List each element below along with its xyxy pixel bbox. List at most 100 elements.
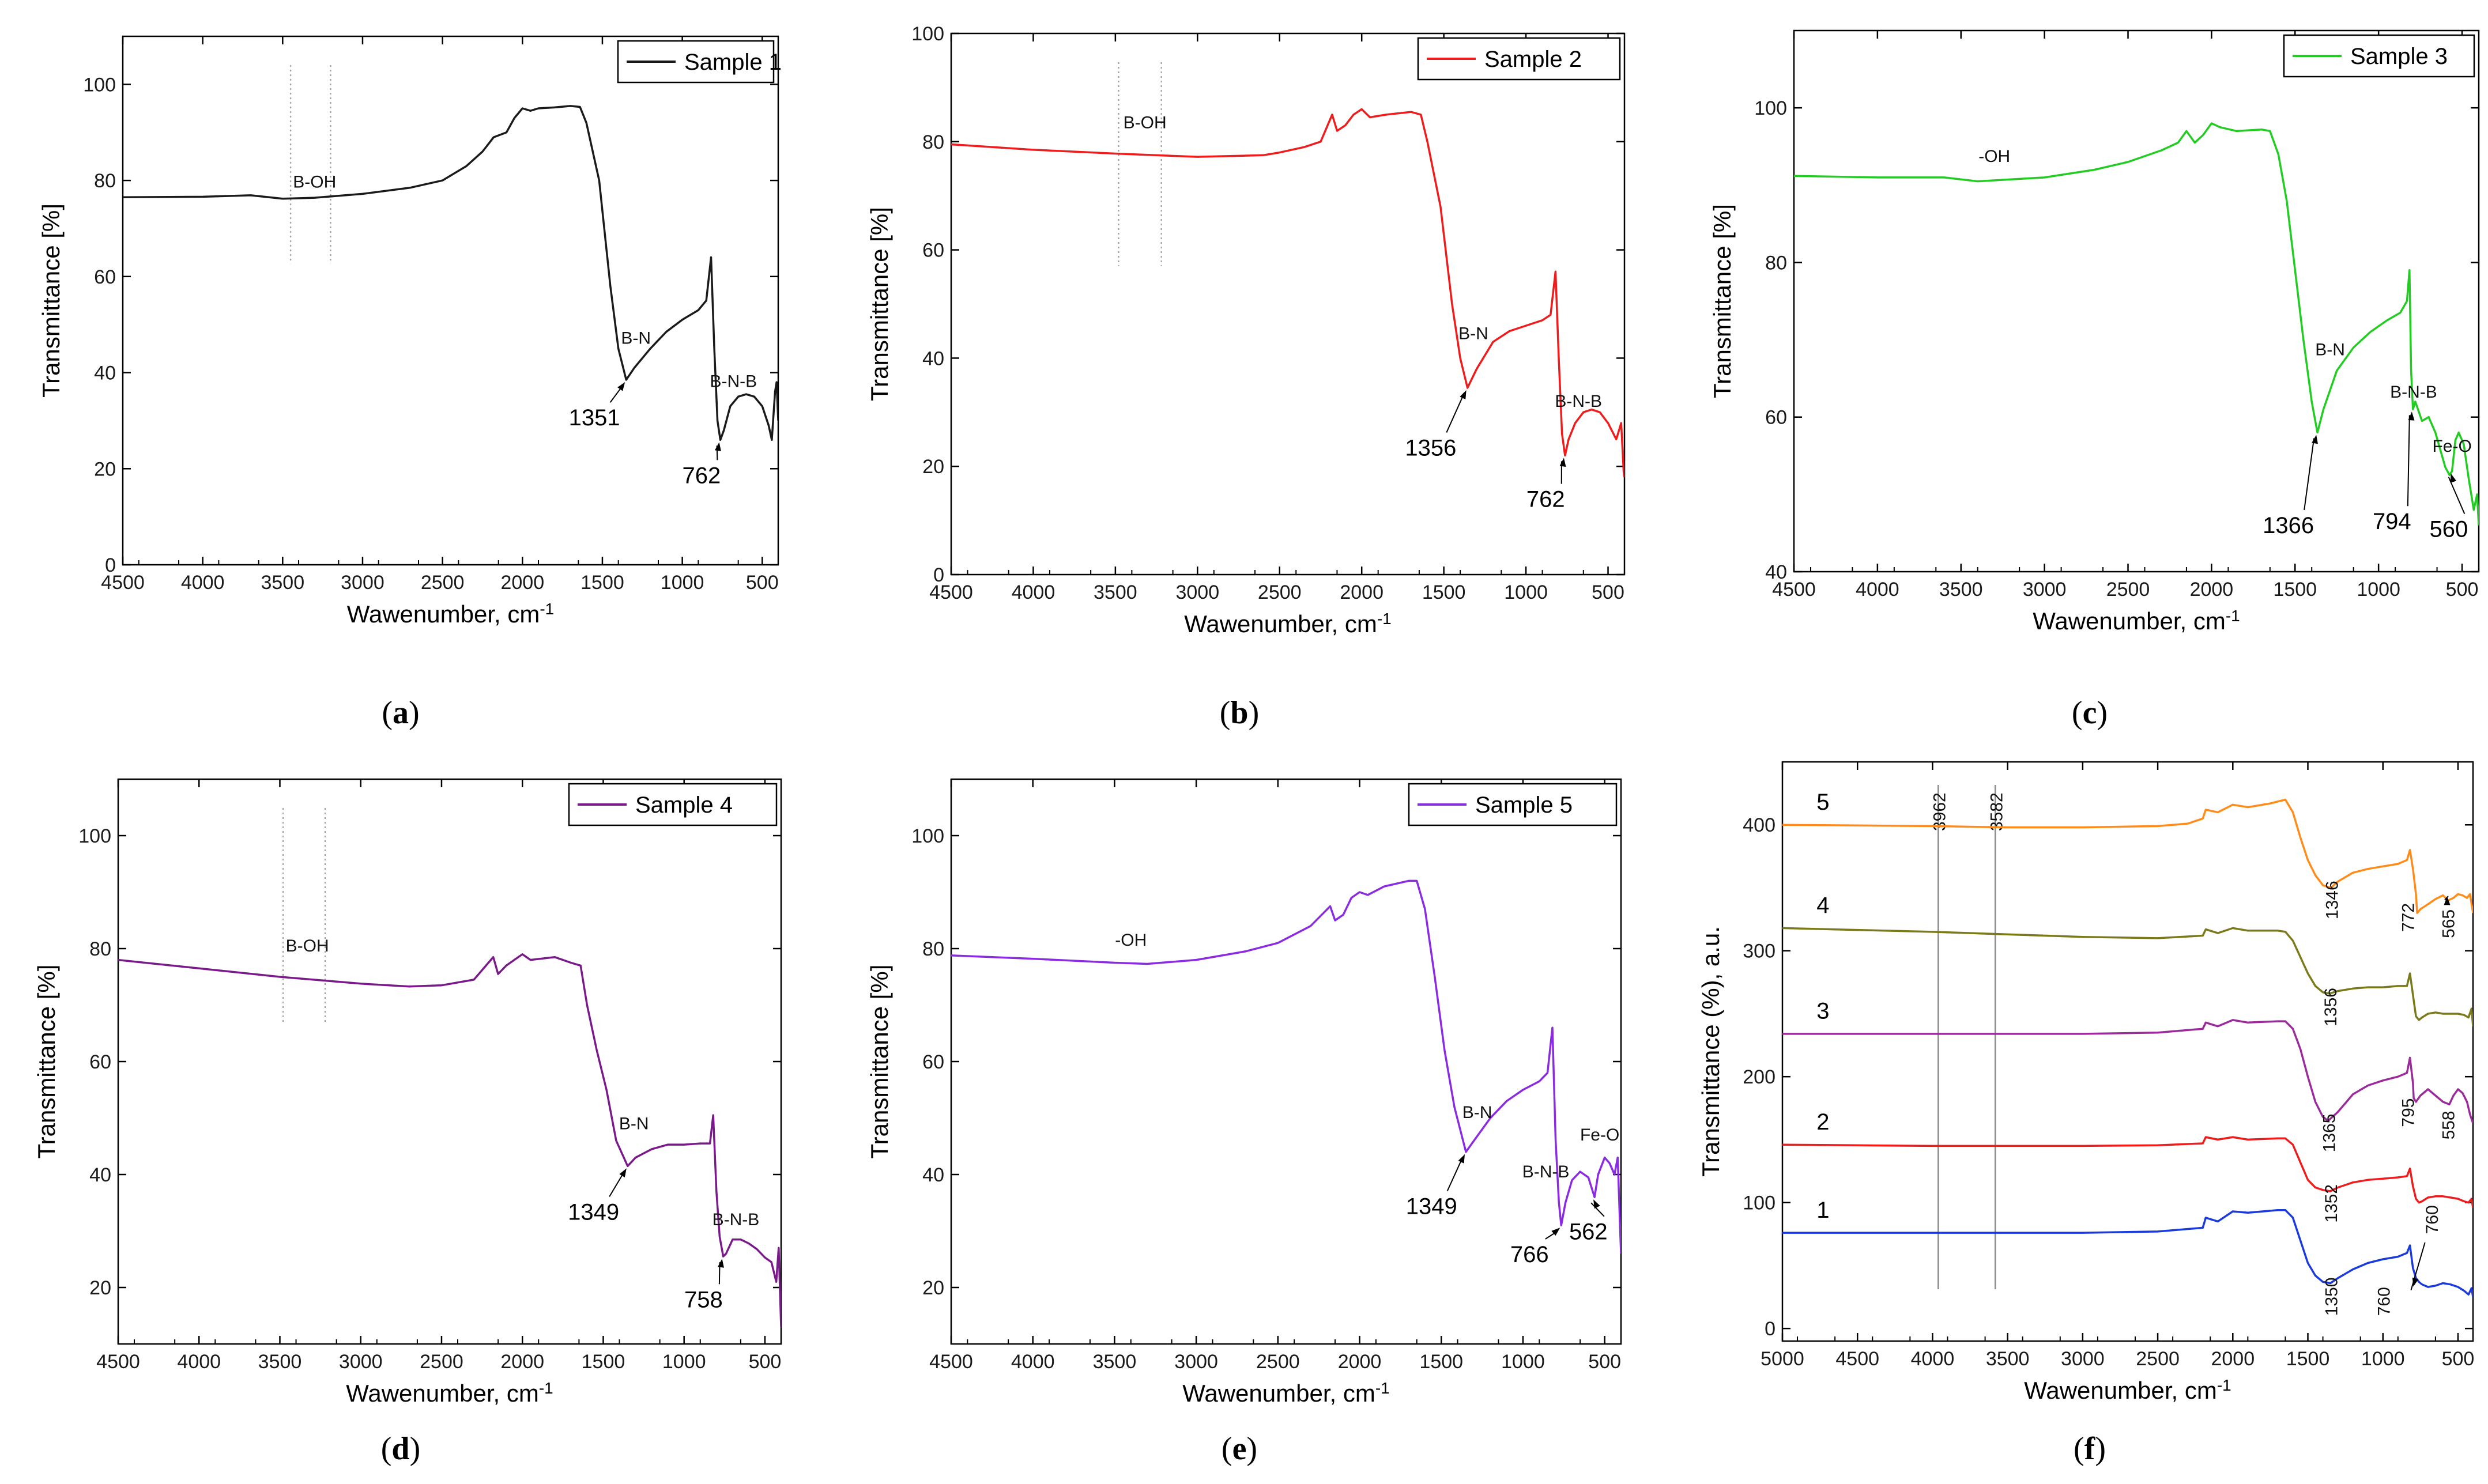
- y-tick-label: 40: [94, 362, 116, 384]
- peak-label: 1349: [1406, 1194, 1457, 1219]
- x-tick-label: 1000: [2357, 579, 2400, 601]
- x-tick-label: 500: [746, 572, 779, 594]
- group-annotation: B-N-B: [2390, 383, 2437, 402]
- peak-arrow: [1446, 1157, 1463, 1192]
- legend-label: Sample 2: [1484, 47, 1582, 72]
- y-tick-label: 0: [105, 554, 116, 576]
- x-tick-label: 2500: [421, 572, 465, 594]
- y-tick-label: 300: [1743, 941, 1775, 962]
- x-tick-label: 1000: [1504, 581, 1548, 603]
- plot-frame: [950, 32, 1626, 576]
- peak-value-label: 760: [2375, 1287, 2394, 1316]
- chart-b: 4500 4000 3500 3000 2500 2000 1500 1000 500 0 20 40…: [866, 23, 1626, 731]
- x-tick-label: 500: [2446, 579, 2479, 601]
- x-tick-label: 4000: [177, 1351, 221, 1373]
- group-annotation: B-OH: [1124, 113, 1167, 132]
- x-tick-label: 1500: [2286, 1348, 2330, 1370]
- x-tick-label: 2500: [1258, 581, 1302, 603]
- peak-value-label: 1350: [2323, 1278, 2342, 1316]
- x-axis-title: Wawenumber, cm-1: [2024, 1376, 2231, 1404]
- x-tick-label: 3500: [1094, 581, 1137, 603]
- y-tick-label: 40: [922, 348, 944, 369]
- x-tick-label: 2000: [500, 1351, 544, 1373]
- x-tick-label: 1000: [2361, 1348, 2405, 1370]
- y-axis-title: Transmittance [%]: [33, 965, 60, 1159]
- peak-arrowhead: [2450, 473, 2457, 483]
- x-tick-label: 4500: [1772, 579, 1816, 601]
- x-tick-label: 2000: [1340, 581, 1384, 603]
- peak-arrowhead: [2412, 1277, 2419, 1287]
- peak-value-label: 795: [2399, 1098, 2418, 1127]
- group-annotation: B-N: [621, 329, 651, 348]
- peak-label: 758: [684, 1287, 723, 1312]
- peak-value-label: 558: [2440, 1111, 2459, 1139]
- group-annotation: B-N: [1462, 1103, 1492, 1122]
- legend-label: Sample 5: [1475, 792, 1573, 818]
- peak-arrowhead: [619, 1168, 627, 1178]
- peak-arrowhead: [1458, 1154, 1465, 1164]
- x-tick-label: 4500: [101, 572, 145, 594]
- x-tick-label: 4000: [181, 572, 225, 594]
- peak-arrow: [2407, 415, 2410, 507]
- series-line-4: [1782, 927, 2473, 1026]
- group-annotation: Fe-O: [2432, 437, 2471, 456]
- peak-arrowhead: [1460, 390, 1467, 399]
- legend-label: Sample 3: [2350, 44, 2448, 69]
- x-tick-label: 3500: [261, 572, 304, 594]
- x-axis-title: Wawenumber, cm-1: [2033, 607, 2240, 635]
- y-tick-label: 60: [94, 266, 116, 288]
- peak-arrow: [2448, 477, 2466, 515]
- peak-label: 766: [1510, 1242, 1549, 1267]
- peak-label: 562: [1569, 1219, 1608, 1245]
- series-number-label: 2: [1816, 1109, 1829, 1135]
- series-line-5: [1782, 798, 2473, 914]
- group-annotation: -OH: [1115, 931, 1147, 950]
- y-axis-title: Transmittance [%]: [1709, 204, 1736, 398]
- peak-arrow: [1446, 393, 1465, 433]
- peak-arrowhead: [2312, 435, 2318, 444]
- group-annotation: -OH: [1978, 147, 2010, 166]
- legend-label: Sample 4: [635, 792, 733, 818]
- peak-label: 1356: [1405, 435, 1456, 460]
- x-tick-label: 3000: [2023, 579, 2067, 601]
- plot-frame: [117, 778, 782, 1345]
- peak-arrowhead: [2408, 411, 2415, 421]
- x-tick-label: 1500: [1419, 1351, 1463, 1373]
- y-tick-label: 40: [1765, 561, 1787, 583]
- peak-label: 1351: [569, 405, 620, 431]
- panel-caption: (e): [1222, 1431, 1257, 1467]
- x-tick-label: 3000: [339, 1351, 383, 1373]
- x-tick-label: 3000: [2061, 1348, 2105, 1370]
- chart-a: 4500 4000 3500 3000 2500 2000 1500 1000 500 0 20 40…: [37, 35, 782, 731]
- panel-caption: (c): [2072, 695, 2108, 731]
- x-tick-label: 1500: [580, 572, 624, 594]
- chart-f: 5000 4500 4000 3500 3000 2500 2000 1500 1000 5000…: [1697, 761, 2474, 1467]
- x-tick-label: 4000: [1012, 581, 1055, 603]
- reference-line-label: 3962: [1930, 792, 1949, 831]
- peak-arrowhead: [617, 382, 625, 391]
- y-tick-label: 100: [911, 825, 944, 847]
- y-axis-title: Transmittance [%]: [866, 965, 893, 1159]
- x-tick-label: 500: [1592, 581, 1624, 603]
- y-tick-label: 100: [78, 825, 111, 847]
- x-tick-label: 2000: [1338, 1351, 1382, 1373]
- x-tick-label: 500: [749, 1351, 782, 1373]
- peak-arrowhead: [1551, 1228, 1560, 1236]
- x-tick-label: 4500: [96, 1351, 140, 1373]
- reference-line-label: 3582: [1987, 792, 2006, 831]
- group-annotation: B-N-B: [713, 1210, 760, 1229]
- peak-label: 762: [1526, 487, 1565, 512]
- chart-d: 4500 4000 3500 3000 2500 2000 1500 1000 500 20 40 6…: [33, 778, 782, 1467]
- y-axis-title: Transmittance [%]: [866, 207, 893, 401]
- y-axis-title: Transmittance [%]: [37, 203, 65, 398]
- x-tick-label: 2500: [2136, 1348, 2180, 1370]
- plot-frame: [1793, 29, 2480, 573]
- series-line-sample-2: [951, 108, 1624, 478]
- x-tick-label: 4500: [929, 581, 973, 603]
- y-tick-label: 80: [94, 170, 116, 192]
- x-tick-label: 500: [1588, 1351, 1621, 1373]
- y-tick-label: 100: [911, 23, 944, 45]
- peak-arrow: [609, 1171, 625, 1197]
- x-axis-title: Wawenumber, cm-1: [1182, 1379, 1389, 1407]
- x-tick-label: 3000: [1175, 581, 1219, 603]
